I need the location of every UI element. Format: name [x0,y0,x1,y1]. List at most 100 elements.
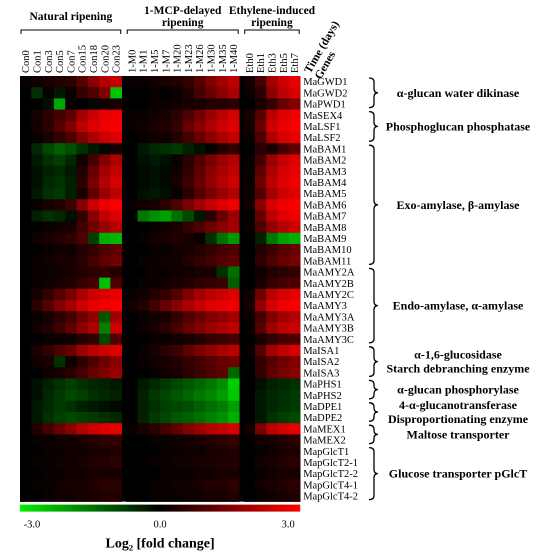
heatmap-cell [148,87,161,99]
heatmap-cell [87,176,100,189]
heatmap-cell [137,98,150,110]
heatmap-cell [148,367,161,379]
heatmap-cell [227,132,240,144]
heatmap-cell [110,367,122,379]
heatmap-cell [160,367,172,379]
heatmap-cell [65,210,77,222]
heatmap-cell [277,221,290,234]
heatmap-cell [31,176,43,189]
heatmap-cell [76,98,89,110]
column-label: Con0 [21,50,32,73]
heatmap-cell [76,389,89,402]
heatmap-cell [216,490,229,502]
heatmap-cell [53,400,66,413]
heatmap-cell [87,232,100,245]
heatmap-cell [65,445,77,458]
heatmap-cell [227,445,240,458]
heatmap-cell [110,210,122,222]
heatmap-cell [205,176,217,189]
heatmap-cell [148,356,161,368]
heatmap-cell [227,356,240,368]
heatmap-cell [171,468,183,480]
heatmap-cell [148,412,161,424]
heatmap-cell [194,344,206,357]
heatmap-cell [216,367,229,379]
heatmap-cell [171,288,183,301]
heatmap-cell [205,143,217,155]
heatmap-cell [99,277,111,290]
heatmap-cell [65,344,77,357]
heatmap-cell [31,199,43,211]
heatmap-cell [227,210,240,222]
heatmap-cell [160,456,172,469]
heatmap-cell [65,244,77,256]
heatmap-cell [182,378,195,390]
heatmap-cell [255,479,267,491]
heatmap-cell [42,244,55,256]
heatmap-cell [31,288,43,301]
heatmap-cell [87,423,100,435]
heatmap-cell [227,76,240,88]
heatmap-cell [110,311,122,323]
heatmap-cell [160,333,172,346]
heatmap-cell [126,344,138,357]
heatmap-cell [76,412,89,424]
heatmap-cell [182,87,195,99]
heatmap-cell [53,311,66,323]
gene-label: MaAMY3 [303,301,347,312]
heatmap-cell [216,333,229,346]
heatmap-cell [110,468,122,480]
gene-label: MaBAM3 [303,167,346,178]
heatmap-cell [126,468,138,480]
heatmap-cell [205,244,217,256]
heatmap-cell [266,445,278,458]
family-label: Maltose transporter [407,427,511,441]
heatmap-cell [182,300,195,312]
heatmap-cell [65,87,77,99]
heatmap-cell [243,76,256,88]
heatmap-cell [216,434,229,446]
heatmap-cell [288,468,301,480]
heatmap-cell [243,277,256,290]
heatmap-cell [243,356,256,368]
heatmap-cell [31,255,43,267]
heatmap-cell [76,288,89,301]
heatmap-cell [288,266,301,278]
heatmap-cell [205,423,217,435]
heatmap-cell [194,333,206,346]
heatmap-cell [126,490,138,502]
heatmap-cell [216,98,229,110]
column-label: Eth3 [267,53,278,73]
heatmap-cell [277,356,290,368]
heatmap-cell [20,255,32,267]
heatmap-cell [20,400,32,413]
heatmap-cell [42,288,55,301]
heatmap-cell [31,333,43,346]
heatmap-cell [266,378,278,390]
heatmap-cell [20,188,32,200]
heatmap-cell [65,109,77,122]
heatmap-cell [288,277,301,290]
heatmap-cell [266,311,278,323]
heatmap-cell [87,378,100,390]
heatmap-cell [87,154,100,166]
heatmap-cell [65,490,77,502]
heatmap-cell [182,456,195,469]
heatmap-cell [148,400,161,413]
heatmap-cell [182,288,195,301]
heatmap-cell [266,468,278,480]
column-label: Eth7 [290,53,301,73]
heatmap-cell [194,277,206,290]
heatmap-cell [216,445,229,458]
heatmap-cell [137,356,150,368]
gene-label: MaAMY2A [303,268,355,279]
heatmap-cell [182,199,195,211]
heatmap-cell [266,87,278,99]
heatmap-cell [216,199,229,211]
heatmap-cell [243,479,256,491]
heatmap-cell [20,154,32,166]
heatmap-cell [288,479,301,491]
heatmap-cell [31,300,43,312]
heatmap-cell [87,210,100,222]
gene-label: MapGlcT2-1 [303,458,358,469]
